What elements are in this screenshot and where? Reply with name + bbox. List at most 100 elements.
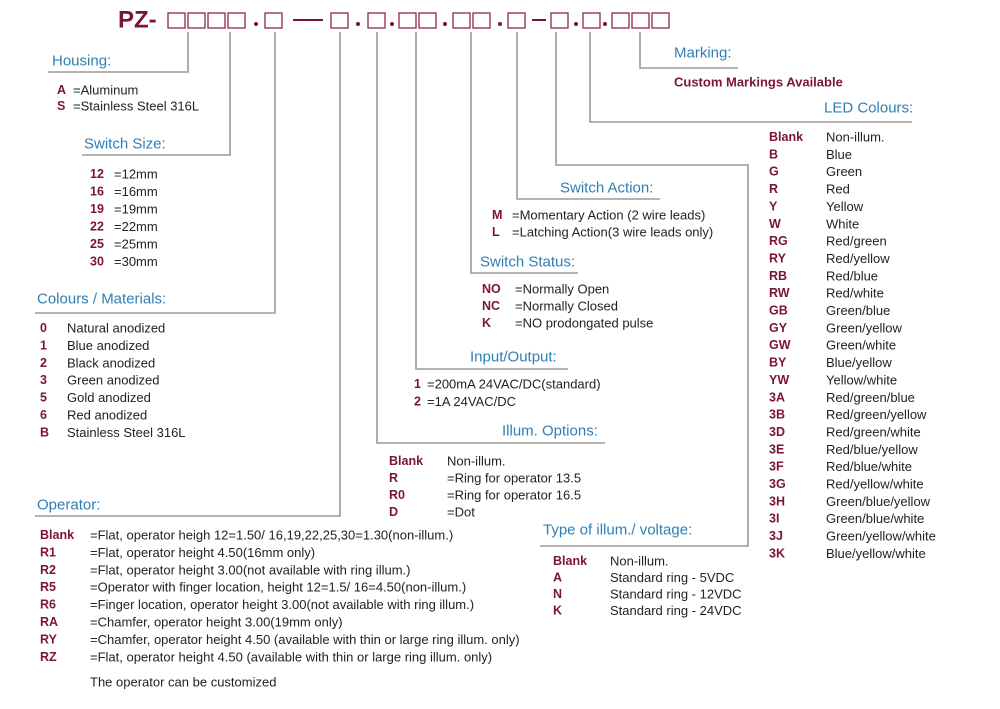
option-desc: =Momentary Action (2 wire leads) bbox=[512, 208, 705, 223]
option-code: 2 bbox=[414, 395, 421, 409]
option-code: 3I bbox=[769, 512, 779, 526]
option-code: 16 bbox=[90, 185, 104, 199]
option-code: RW bbox=[769, 286, 790, 300]
option-desc: Non-illum. bbox=[610, 554, 669, 569]
option-code: 12 bbox=[90, 167, 104, 181]
option-code: D bbox=[389, 505, 398, 519]
option-code: R0 bbox=[389, 488, 405, 502]
option-code: B bbox=[769, 147, 778, 161]
option-desc: Standard ring - 5VDC bbox=[610, 570, 734, 585]
option-code: BY bbox=[769, 356, 787, 370]
option-desc: =Flat, operator height 4.50 (available w… bbox=[90, 649, 492, 664]
option-desc: =Finger location, operator height 3.00(n… bbox=[90, 597, 474, 612]
option-desc: Red bbox=[826, 182, 850, 197]
option-code: RG bbox=[769, 234, 788, 248]
option-desc: Non-illum. bbox=[447, 454, 506, 469]
option-desc: =22mm bbox=[114, 219, 158, 234]
option-code: 5 bbox=[40, 391, 47, 405]
option-code: 3B bbox=[769, 408, 785, 422]
option-code: 19 bbox=[90, 202, 104, 216]
option-desc: =Stainless Steel 316L bbox=[73, 99, 199, 114]
option-code: 30 bbox=[90, 255, 104, 269]
option-code: 3H bbox=[769, 494, 785, 508]
option-code: GY bbox=[769, 321, 788, 335]
option-code: 22 bbox=[90, 220, 104, 234]
option-code: NC bbox=[482, 299, 500, 313]
option-code: R1 bbox=[40, 545, 56, 559]
option-code: K bbox=[482, 316, 491, 330]
section-note: The operator can be customized bbox=[90, 675, 276, 690]
option-desc: Standard ring - 12VDC bbox=[610, 587, 742, 602]
option-desc: Red/green/blue bbox=[826, 390, 915, 405]
option-code: M bbox=[492, 208, 502, 222]
option-desc: =NO prodongated pulse bbox=[515, 316, 653, 331]
option-code: A bbox=[57, 83, 66, 97]
option-code: A bbox=[553, 571, 562, 585]
option-desc: =Normally Open bbox=[515, 282, 609, 297]
option-desc: =Latching Action(3 wire leads only) bbox=[512, 225, 713, 240]
section-title: LED Colours: bbox=[824, 100, 913, 117]
option-desc: Blue/yellow/white bbox=[826, 546, 926, 561]
option-code: N bbox=[553, 587, 562, 601]
option-code: K bbox=[553, 604, 562, 618]
option-desc: Red/green bbox=[826, 234, 887, 249]
option-desc: Green/blue bbox=[826, 303, 890, 318]
option-desc: =Operator with finger location, height 1… bbox=[90, 580, 466, 595]
option-desc: Blue anodized bbox=[67, 338, 149, 353]
option-desc: Blue/yellow bbox=[826, 355, 892, 370]
option-desc: Black anodized bbox=[67, 355, 155, 370]
option-desc: Green/white bbox=[826, 338, 896, 353]
option-code: R bbox=[389, 471, 398, 485]
option-code: Blank bbox=[389, 454, 423, 468]
option-desc: =12mm bbox=[114, 167, 158, 182]
option-desc: Green/blue/yellow bbox=[826, 494, 931, 509]
option-desc: =Chamfer, operator height 4.50 (availabl… bbox=[90, 632, 520, 647]
option-desc: =Flat, operator height 4.50(16mm only) bbox=[90, 545, 315, 560]
option-desc: Yellow/white bbox=[826, 372, 897, 387]
option-code: 3F bbox=[769, 460, 784, 474]
option-code: B bbox=[40, 425, 49, 439]
option-code: GW bbox=[769, 338, 791, 352]
option-desc: Gold anodized bbox=[67, 390, 151, 405]
option-desc: White bbox=[826, 216, 859, 231]
option-code: R6 bbox=[40, 598, 56, 612]
option-code: S bbox=[57, 99, 65, 113]
option-desc: =Aluminum bbox=[73, 83, 138, 98]
option-code: NO bbox=[482, 282, 501, 296]
option-desc: Green/yellow/white bbox=[826, 529, 936, 544]
option-desc: Red/yellow/white bbox=[826, 477, 924, 492]
option-desc: Standard ring - 24VDC bbox=[610, 603, 742, 618]
option-desc: Non-illum. bbox=[826, 130, 885, 145]
option-code: Y bbox=[769, 199, 778, 213]
option-desc: Blue bbox=[826, 147, 852, 162]
section-title: Operator: bbox=[37, 497, 100, 514]
section-title: Marking: bbox=[674, 45, 732, 62]
option-desc: =Flat, operator height 3.00(not availabl… bbox=[90, 562, 410, 577]
option-code: 1 bbox=[40, 338, 47, 352]
option-desc: Red/green/white bbox=[826, 424, 921, 439]
option-desc: Red anodized bbox=[67, 408, 147, 423]
option-desc: Red/white bbox=[826, 286, 884, 301]
section-title: Illum. Options: bbox=[502, 423, 598, 440]
option-desc: Green bbox=[826, 164, 862, 179]
option-code: Blank bbox=[40, 528, 74, 542]
section-title: Colours / Materials: bbox=[37, 291, 166, 308]
section-note: Custom Markings Available bbox=[674, 75, 843, 90]
option-code: 2 bbox=[40, 356, 47, 370]
section-title: Housing: bbox=[52, 53, 111, 70]
option-desc: Red/blue/white bbox=[826, 459, 912, 474]
option-desc: =Chamfer, operator height 3.00(19mm only… bbox=[90, 615, 343, 630]
option-desc: Red/blue/yellow bbox=[826, 442, 918, 457]
option-desc: Stainless Steel 316L bbox=[67, 425, 186, 440]
option-desc: =200mA 24VAC/DC(standard) bbox=[427, 377, 601, 392]
option-code: 3E bbox=[769, 442, 784, 456]
section-title: Switch Status: bbox=[480, 254, 575, 271]
option-desc: Red/yellow bbox=[826, 251, 890, 266]
connectors bbox=[35, 32, 912, 547]
option-desc: Red/green/yellow bbox=[826, 407, 927, 422]
section-title: Switch Size: bbox=[84, 136, 166, 153]
part-prefix: PZ- bbox=[118, 7, 157, 34]
option-code: RY bbox=[40, 632, 58, 646]
